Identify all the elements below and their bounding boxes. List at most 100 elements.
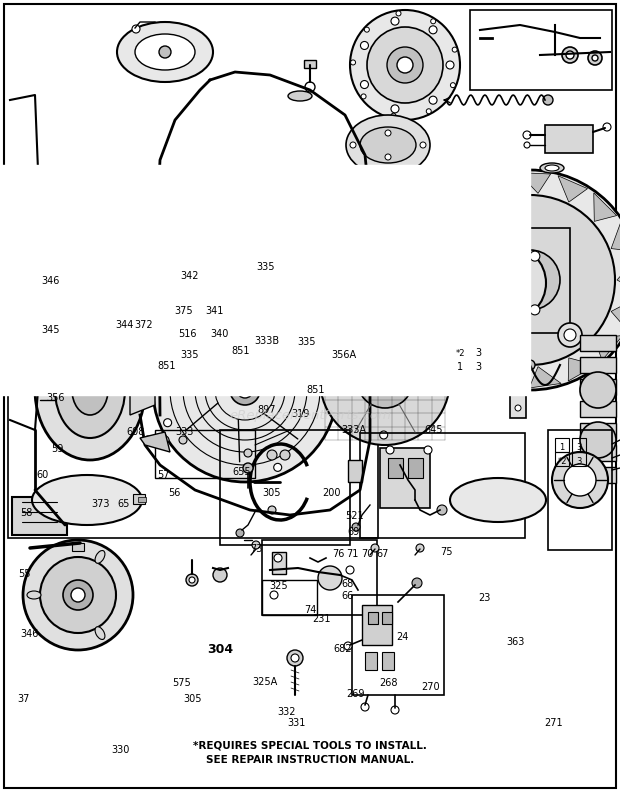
Circle shape (144, 436, 152, 444)
Text: 56: 56 (169, 488, 181, 497)
Polygon shape (140, 432, 170, 452)
Text: 335: 335 (256, 262, 275, 272)
Ellipse shape (360, 127, 416, 163)
Text: 3: 3 (577, 443, 582, 451)
Text: 270: 270 (421, 683, 440, 692)
Circle shape (465, 317, 471, 323)
Circle shape (350, 10, 460, 120)
Bar (352, 595, 444, 695)
Circle shape (500, 250, 560, 310)
Text: 231: 231 (312, 615, 330, 624)
Text: 74: 74 (304, 605, 316, 615)
Text: 344: 344 (115, 320, 133, 329)
Circle shape (268, 506, 276, 514)
Circle shape (208, 309, 216, 317)
Ellipse shape (35, 320, 145, 460)
Text: 1: 1 (559, 443, 565, 451)
Ellipse shape (55, 342, 125, 438)
Bar (304, 60, 316, 68)
Circle shape (564, 329, 576, 341)
Circle shape (451, 82, 456, 88)
Text: 645: 645 (425, 425, 443, 435)
Circle shape (476, 251, 486, 261)
Circle shape (543, 95, 553, 105)
Circle shape (273, 463, 281, 471)
Circle shape (71, 588, 85, 602)
Ellipse shape (540, 163, 564, 173)
Circle shape (63, 580, 93, 610)
Circle shape (391, 706, 399, 714)
Bar (72, 543, 84, 551)
Circle shape (318, 353, 326, 361)
Text: *2: *2 (455, 348, 465, 358)
Circle shape (350, 142, 356, 148)
Circle shape (385, 130, 391, 136)
Text: 332: 332 (277, 707, 296, 717)
Text: 24: 24 (396, 632, 409, 642)
Polygon shape (449, 188, 477, 211)
Polygon shape (140, 320, 170, 345)
Polygon shape (558, 176, 588, 202)
Circle shape (291, 654, 299, 662)
Text: 73: 73 (250, 544, 263, 554)
Polygon shape (130, 365, 155, 415)
Bar (382, 652, 394, 670)
Circle shape (588, 51, 602, 65)
Circle shape (318, 566, 342, 590)
Circle shape (40, 557, 116, 633)
Circle shape (360, 81, 368, 89)
Text: 516: 516 (178, 329, 197, 339)
Circle shape (243, 463, 253, 473)
Text: 897: 897 (257, 406, 276, 415)
Bar (555, 438, 569, 452)
Text: 340: 340 (210, 329, 229, 339)
Circle shape (530, 251, 540, 261)
Text: 373: 373 (91, 499, 110, 508)
Text: 59: 59 (51, 444, 63, 454)
Circle shape (350, 60, 355, 65)
Ellipse shape (27, 591, 41, 599)
Circle shape (429, 96, 437, 105)
Polygon shape (518, 173, 551, 193)
Text: 55: 55 (19, 569, 31, 579)
Text: 319: 319 (291, 409, 309, 419)
Circle shape (524, 142, 530, 148)
Circle shape (437, 505, 447, 515)
Bar (572, 438, 586, 452)
Circle shape (562, 47, 578, 63)
Ellipse shape (433, 175, 503, 225)
Text: 345: 345 (42, 326, 60, 335)
Text: 575: 575 (172, 678, 191, 687)
Bar (155, 430, 255, 478)
Text: 69: 69 (347, 527, 360, 537)
Text: 304: 304 (207, 643, 233, 656)
Circle shape (489, 349, 501, 361)
Ellipse shape (448, 186, 488, 214)
Bar (458, 228, 570, 333)
Circle shape (387, 47, 423, 83)
Circle shape (427, 109, 432, 114)
Circle shape (164, 419, 172, 427)
Ellipse shape (450, 478, 546, 522)
Circle shape (486, 261, 530, 305)
Circle shape (270, 591, 278, 599)
Circle shape (493, 317, 499, 323)
Circle shape (189, 577, 195, 583)
Bar (365, 652, 377, 670)
Bar (8, 298, 378, 538)
Circle shape (479, 317, 485, 323)
Text: 71: 71 (346, 550, 358, 559)
Circle shape (592, 55, 598, 61)
Text: 341: 341 (205, 307, 224, 316)
Text: 356A: 356A (332, 350, 356, 360)
Text: eReplacementParts.com: eReplacementParts.com (229, 409, 391, 421)
Circle shape (280, 450, 290, 460)
Circle shape (459, 217, 465, 223)
Ellipse shape (117, 22, 213, 82)
Bar (12, 497, 67, 535)
Polygon shape (433, 326, 456, 354)
Bar (133, 494, 145, 504)
Circle shape (558, 323, 582, 347)
Text: 76: 76 (332, 550, 344, 559)
Text: 851: 851 (306, 385, 325, 394)
